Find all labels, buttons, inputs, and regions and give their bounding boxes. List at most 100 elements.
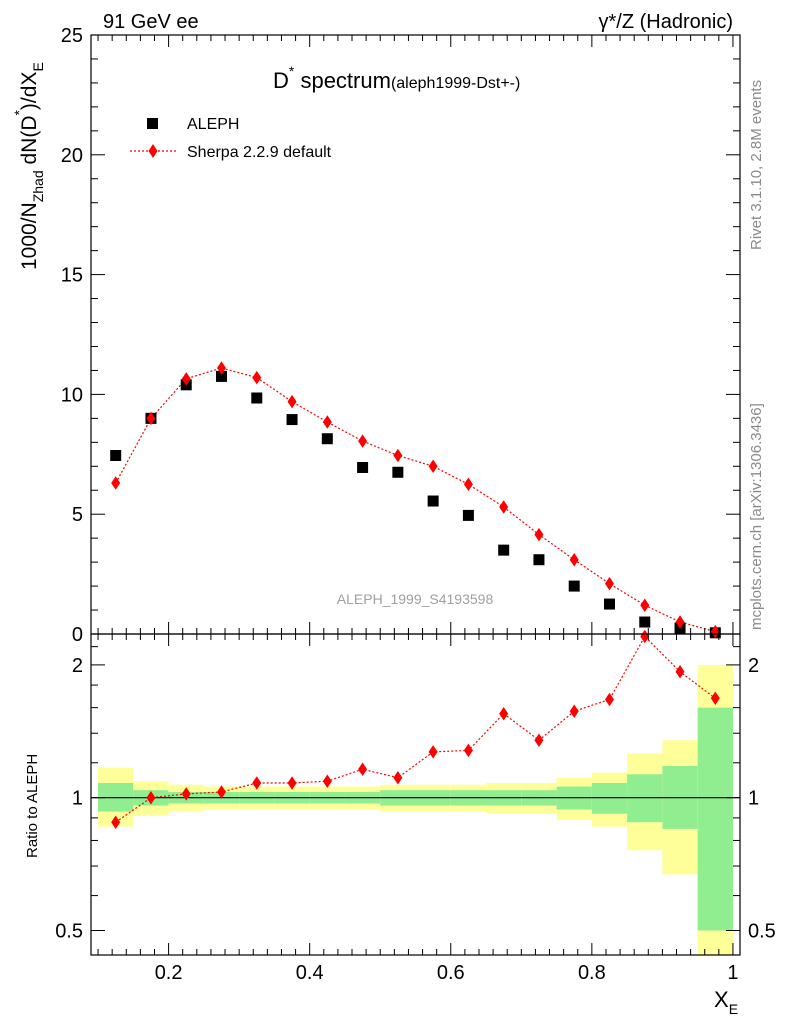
legend-marker-aleph — [147, 118, 158, 129]
rivet-label: Rivet 3.1.10, 2.8M events — [748, 80, 765, 250]
main-y-tick-label: 10 — [61, 384, 83, 406]
sherpa-point — [287, 394, 297, 409]
sherpa-point — [428, 459, 438, 474]
main-y-tick-label: 20 — [61, 145, 83, 167]
main-y-tick-label: 0 — [72, 624, 83, 646]
ratio-sherpa-point — [217, 785, 227, 799]
x-tick-label: 0.8 — [578, 962, 606, 984]
ratio-sherpa-point — [604, 692, 614, 707]
ratio-sherpa-point — [534, 733, 544, 747]
ratio-sherpa-line — [115, 635, 716, 823]
x-tick-label: 0.4 — [296, 962, 324, 984]
ratio-plot-frame: 0.5 0.5 1 1 2 2 0.2 0.4 0.6 0.8 1 — [55, 633, 776, 984]
sherpa-point — [181, 372, 191, 386]
ratio-sherpa-point — [111, 815, 121, 829]
sherpa-point — [252, 370, 262, 385]
aleph-point — [392, 466, 404, 478]
x-tick-label: 1 — [727, 962, 738, 984]
sherpa-point — [322, 415, 332, 429]
y-axis-label-pre: 1000/N — [18, 202, 41, 270]
ratio-sherpa-point — [463, 743, 473, 758]
aleph-point — [251, 392, 263, 404]
y-axis-label-mid: dN(D — [18, 116, 41, 171]
main-y-tick-label: 25 — [61, 25, 83, 47]
ratio-y-axis-label: Ratio to ALEPH — [24, 754, 41, 858]
ratio-band-inner — [697, 707, 733, 931]
chart-title: D* spectrum(aleph1999-Dst+-) — [273, 63, 520, 93]
mcplots-label: mcplots.cern.ch [arXiv:1306.3436] — [748, 403, 765, 630]
sherpa-point — [146, 411, 156, 426]
aleph-point — [286, 414, 298, 426]
sherpa-point — [393, 448, 403, 463]
main-y-tick-label: 5 — [72, 504, 83, 526]
y-axis-label: 1000/NZhad dN(D*)/dXE — [11, 62, 46, 270]
sherpa-point — [463, 477, 473, 491]
ratio-uncertainty-bands — [98, 664, 733, 955]
y-axis-label-sub2: E — [30, 62, 46, 71]
aleph-point — [462, 509, 474, 521]
sherpa-line — [115, 367, 716, 633]
ratio-y-tick-label-right: 1 — [748, 788, 759, 810]
ratio-sherpa-point — [322, 774, 332, 788]
sherpa-point — [604, 576, 614, 591]
sherpa-point — [569, 552, 579, 567]
aleph-point — [639, 616, 651, 628]
sherpa-point — [675, 615, 685, 629]
ratio-sherpa-point — [569, 704, 579, 719]
aleph-point — [568, 580, 580, 592]
y-axis-label-sup: * — [11, 110, 27, 116]
ratio-sherpa-point — [640, 629, 650, 644]
legend: ALEPH Sherpa 2.2.9 default — [130, 116, 332, 161]
sherpa-point — [640, 598, 650, 612]
chart-title-main: D — [273, 68, 289, 93]
sherpa-point — [358, 434, 368, 448]
y-axis-label-post: )/dX — [18, 72, 41, 111]
header-left: 91 GeV ee — [103, 11, 199, 33]
ratio-y-tick-label: 2 — [72, 655, 83, 677]
ratio-y-tick-label: 1 — [72, 788, 83, 810]
aleph-point — [427, 495, 439, 507]
y-axis-label-sub1: Zhad — [30, 170, 46, 202]
chart-title-rest: spectrum — [294, 68, 391, 93]
main-plot-area — [110, 361, 721, 639]
ratio-band-inner — [591, 782, 628, 814]
aleph-point — [357, 461, 369, 473]
ratio-sherpa-point — [393, 770, 403, 785]
x-axis-label-sub: E — [729, 1001, 738, 1017]
aleph-point — [321, 433, 333, 445]
ratio-sherpa-point — [675, 664, 685, 679]
ratio-sherpa-point — [181, 787, 191, 801]
ratio-frame-rect — [90, 633, 741, 956]
ratio-sherpa-point — [146, 790, 156, 805]
ratio-y-tick-label-right: 0.5 — [748, 921, 776, 943]
header-right: γ*/Z (Hadronic) — [599, 11, 733, 33]
aleph-point — [533, 554, 545, 566]
legend-label-aleph: ALEPH — [187, 116, 239, 133]
ratio-y-tick-label-right: 2 — [748, 655, 759, 677]
sherpa-point — [111, 476, 121, 490]
main-y-tick-label: 15 — [61, 265, 83, 287]
x-axis-label-main: X — [714, 987, 729, 1012]
ratio-y-tick-label: 0.5 — [55, 921, 83, 943]
ratio-sherpa-point — [499, 706, 509, 721]
sherpa-point — [217, 361, 227, 375]
x-tick-label: 0.2 — [155, 962, 183, 984]
chart-title-sup: * — [289, 63, 295, 79]
aleph-point — [498, 544, 510, 556]
sherpa-point — [710, 624, 720, 639]
chart-title-paren: (aleph1999-Dst+-) — [391, 75, 520, 92]
aleph-point — [216, 370, 228, 382]
legend-label-sherpa: Sherpa 2.2.9 default — [187, 144, 332, 161]
sherpa-point — [534, 527, 544, 542]
main-plot-frame: 0 5 10 15 20 25 — [61, 25, 741, 646]
x-axis-label: XE — [714, 987, 738, 1017]
aleph-point — [110, 449, 122, 461]
ratio-sherpa-point — [428, 745, 438, 759]
ratio-sherpa-point — [252, 776, 262, 790]
ratio-plot-area — [91, 629, 740, 829]
ratio-sherpa-point — [358, 762, 368, 777]
x-tick-label: 0.6 — [437, 962, 465, 984]
ratio-sherpa-point — [287, 776, 297, 790]
legend-marker-sherpa — [148, 144, 158, 158]
